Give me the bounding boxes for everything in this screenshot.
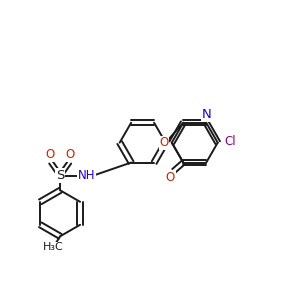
Text: N: N (202, 108, 212, 121)
Text: O: O (46, 148, 55, 161)
Text: S: S (56, 169, 64, 182)
Text: O: O (159, 136, 169, 149)
Text: O: O (166, 171, 175, 184)
Text: O: O (65, 148, 75, 161)
Text: Cl: Cl (224, 135, 236, 148)
Text: NH: NH (78, 169, 95, 182)
Text: H₃C: H₃C (43, 242, 64, 253)
